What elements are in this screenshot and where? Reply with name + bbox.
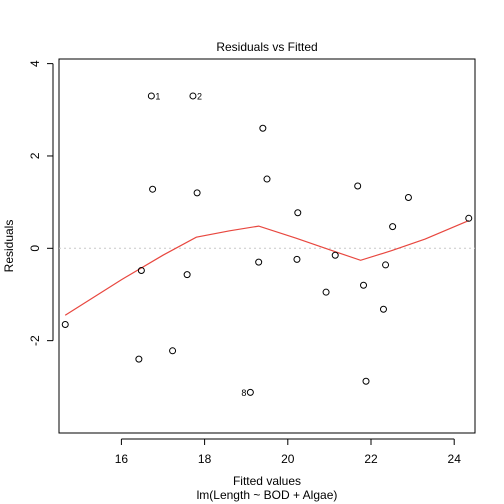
data-point <box>354 182 362 190</box>
data-point <box>169 347 177 355</box>
data-point <box>61 320 69 328</box>
plot-frame <box>58 58 476 434</box>
y-tick-label: 2 <box>28 152 42 159</box>
data-point <box>255 258 263 266</box>
data-point <box>147 92 155 100</box>
x-tick-label: 16 <box>115 452 129 466</box>
y-axis: -2 0 2 4 <box>28 60 54 346</box>
y-tick-label: 0 <box>28 245 42 252</box>
y-tick-label: 4 <box>28 60 42 67</box>
x-axis-sublabel: lm(Length ~ BOD + Algae) <box>197 488 338 502</box>
point-label: 8 <box>241 388 246 398</box>
y-tick-label: -2 <box>28 335 42 346</box>
point-label: 1 <box>155 91 160 101</box>
data-point <box>465 214 473 222</box>
data-point <box>183 271 191 279</box>
data-point <box>193 189 201 197</box>
data-point <box>246 388 254 396</box>
data-point <box>263 175 271 183</box>
data-point <box>322 288 330 296</box>
data-point <box>135 355 143 363</box>
data-point <box>389 223 397 231</box>
smoother-line <box>64 220 470 316</box>
data-point <box>379 305 387 313</box>
plot-border <box>58 58 476 434</box>
data-point <box>293 255 301 263</box>
data-point <box>189 92 197 100</box>
x-tick-label: 22 <box>364 452 378 466</box>
points-layer: 1 2 8 <box>61 91 473 398</box>
data-point <box>294 209 302 217</box>
data-point <box>331 251 339 259</box>
x-axis-label: Fitted values <box>233 474 301 488</box>
data-point <box>137 266 145 274</box>
data-point <box>149 185 157 193</box>
point-label: 2 <box>197 91 202 101</box>
x-axis: 16 18 20 22 24 <box>115 438 462 466</box>
chart-title: Residuals vs Fitted <box>216 40 317 54</box>
data-point <box>259 124 267 132</box>
x-tick-label: 24 <box>448 452 462 466</box>
x-tick-label: 18 <box>198 452 212 466</box>
y-axis-label: Residuals <box>2 220 16 273</box>
data-point <box>382 261 390 269</box>
data-point <box>404 194 412 202</box>
x-tick-label: 20 <box>281 452 295 466</box>
data-point <box>362 377 370 385</box>
data-point <box>360 281 368 289</box>
